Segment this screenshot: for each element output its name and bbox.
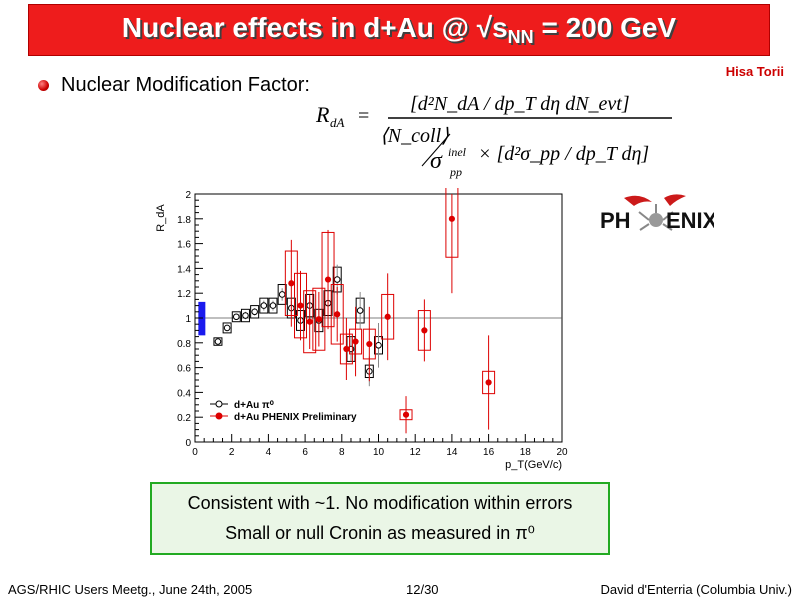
pi0-syst-box — [240, 308, 250, 323]
prelim-point — [343, 345, 350, 353]
x-tick-label: 4 — [266, 447, 272, 458]
title-rest: = 200 GeV — [533, 12, 677, 43]
footer-page-number: 12/30 — [406, 582, 439, 597]
pi0-syst-box — [250, 305, 260, 319]
pi0-syst-box — [213, 337, 223, 346]
conclusion-line-1: Consistent with ~1. No modification with… — [187, 492, 573, 513]
rda-formula: R dA = [d²N_dA / dp_T dη dN_evt] ⟨N_coll… — [310, 80, 690, 190]
formula-sigma: σ — [430, 148, 443, 174]
slide-title: Nuclear effects in d+Au @ √sNN = 200 GeV — [122, 12, 676, 48]
y-tick-label: 1 — [185, 314, 191, 325]
y-tick-label: 0 — [185, 438, 191, 449]
x-tick-label: 14 — [446, 447, 458, 458]
prelim-point — [315, 316, 322, 323]
prelim-point — [421, 327, 428, 334]
x-tick-label: 12 — [410, 447, 422, 458]
y-tick-label: 1.8 — [177, 215, 191, 226]
pi0-point — [333, 276, 341, 283]
formula-graphic: R dA = [d²N_dA / dp_T dη dN_evt] ⟨N_coll… — [315, 93, 672, 179]
bullet-text: Nuclear Modification Factor: — [61, 74, 310, 96]
x-tick-label: 16 — [483, 447, 495, 458]
y-tick-label: 0.2 — [177, 413, 191, 424]
phenix-bird-icon — [624, 194, 686, 231]
pi0-point — [214, 338, 222, 345]
y-axis-label: R_dA — [155, 204, 167, 232]
prelim-point — [334, 311, 341, 318]
x-tick-label: 20 — [556, 447, 568, 458]
prelim-syst-box — [303, 290, 317, 354]
prelim-point — [288, 280, 295, 287]
y-tick-label: 0.6 — [177, 364, 191, 375]
y-tick-label: 0.8 — [177, 339, 191, 350]
pi0-syst-box — [277, 284, 287, 305]
pi0-point — [375, 341, 382, 349]
author-name: Hisa Torii — [725, 64, 784, 79]
x-tick-label: 2 — [229, 447, 235, 458]
pi0-point — [242, 312, 249, 319]
rda-chart: 0 0.2 0.4 0.6 0.8 1 1.2 1.4 1.6 1.8 2 0 2 4 6 8 10 12 14 16… — [150, 179, 590, 478]
y-tick-label: 1.4 — [177, 264, 191, 275]
formula-sigma-sub: pp — [449, 165, 462, 179]
y-tick-label: 1.2 — [177, 289, 191, 300]
x-tick-label: 0 — [192, 447, 198, 458]
pi0-point — [356, 307, 364, 314]
pi0-point — [223, 324, 231, 332]
formula-denominator: × [d²σ_pp / dp_T dη] — [478, 143, 649, 165]
prelim-point — [324, 276, 332, 283]
pi0-point — [269, 302, 277, 309]
y-tick-label: 2 — [185, 190, 191, 201]
prelim-point — [485, 379, 492, 386]
prelim-point — [352, 338, 359, 345]
conclusion-box: Consistent with ~1. No modification with… — [150, 482, 610, 555]
pi0-syst-box — [231, 311, 241, 323]
phenix-logo: PH ENIX — [594, 190, 718, 238]
y-tick-label: 1.6 — [177, 240, 191, 251]
legend-label: d+Au PHENIX Preliminary — [234, 412, 357, 423]
chart-svg: 00.20.40.60.811.21.41.61.820 2 4 6 8 10 12 14 16… — [155, 179, 568, 471]
prelim-point — [297, 302, 304, 309]
pi0-point — [251, 308, 258, 316]
phenix-logo-graphic: PH ENIX — [600, 194, 718, 233]
logo-text-left: PH — [600, 208, 631, 233]
formula-numerator: [d²N_dA / dp_T dη dN_evt] — [410, 93, 630, 115]
x-tick-label: 10 — [373, 447, 385, 458]
legend-marker — [215, 400, 223, 408]
prelim-syst-box — [312, 287, 326, 351]
x-tick-label: 8 — [339, 447, 345, 458]
footer-event: AGS/RHIC Users Meetg., June 24th, 2005 — [8, 582, 253, 597]
pi0-syst-box — [259, 297, 269, 314]
pi0-syst-box — [222, 322, 232, 334]
x-axis-label: p_T(GeV/c) — [505, 459, 562, 471]
prelim-point — [384, 313, 391, 320]
x-tick-label: 6 — [302, 447, 308, 458]
title-subscript: NN — [507, 27, 534, 47]
formula-lhs: R — [315, 102, 330, 127]
pi0-point — [260, 302, 268, 309]
title-main: Nuclear effects in d+Au @ √s — [121, 12, 508, 43]
prelim-point — [366, 340, 373, 348]
bullet-icon — [38, 80, 49, 91]
pi0-syst-box — [268, 297, 278, 314]
formula-ncoll: ⟨N_coll⟩ — [380, 125, 449, 147]
prelim-point — [306, 318, 313, 325]
pi0-point — [232, 313, 240, 321]
pi0-point — [278, 291, 286, 298]
y-tick-label: 0.4 — [177, 388, 191, 399]
prelim-point — [402, 411, 410, 418]
formula-sigma-sup: inel — [448, 145, 467, 159]
bullet-item: Nuclear Modification Factor: — [38, 74, 310, 97]
legend-label: d+Au π⁰ — [234, 400, 274, 411]
formula-lhs-sub: dA — [330, 115, 345, 130]
legend-marker — [215, 412, 223, 420]
normalization-box — [198, 301, 206, 336]
x-tick-label: 18 — [520, 447, 532, 458]
footer-presenter: David d'Enterria (Columbia Univ.) — [600, 582, 792, 597]
svg-text:=: = — [358, 105, 369, 127]
prelim-point — [448, 215, 455, 222]
prelim-syst-box — [330, 284, 344, 345]
title-bar: Nuclear effects in d+Au @ √sNN = 200 GeV — [28, 4, 770, 56]
conclusion-line-2: Small or null Cronin as measured in π⁰ — [225, 523, 535, 544]
logo-text-right: ENIX — [666, 208, 714, 233]
